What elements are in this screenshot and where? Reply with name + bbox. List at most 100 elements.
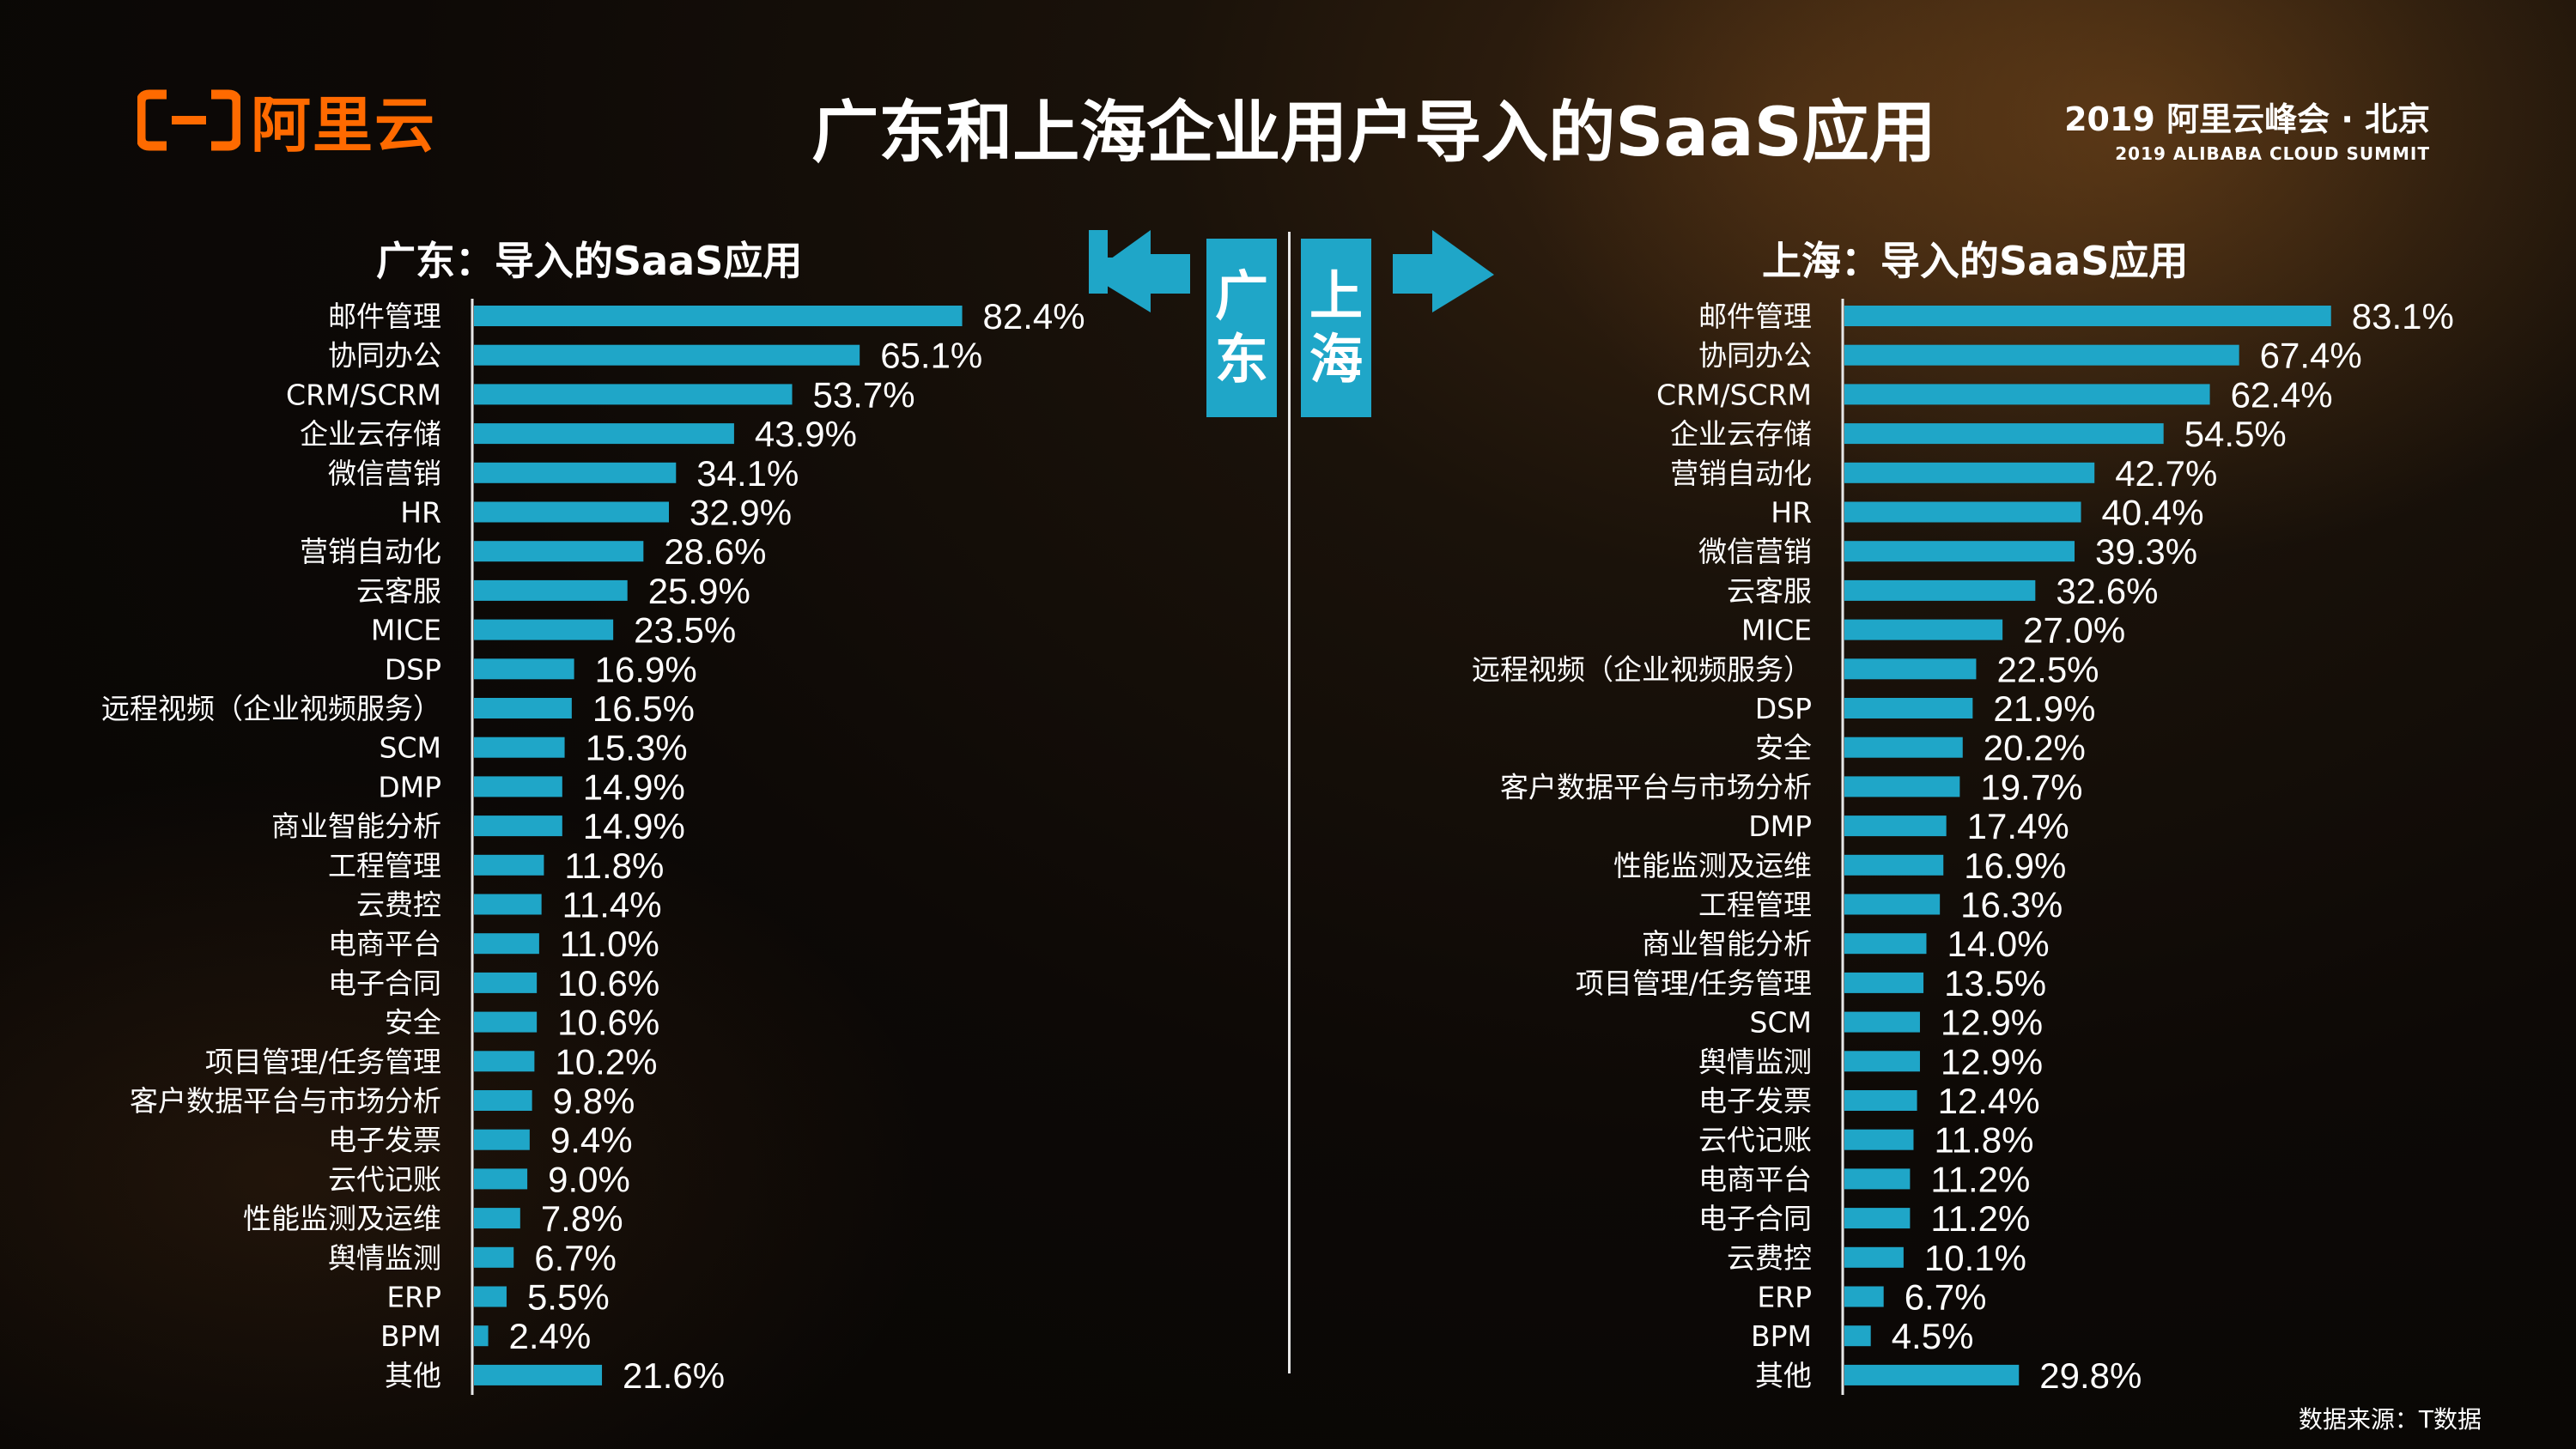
gd-category-label: 云费控 <box>356 888 441 922</box>
gd-value-label: 6.7% <box>534 1238 617 1278</box>
city-box-shanghai: 上 海 <box>1301 239 1371 417</box>
sh-value-label: 83.1% <box>2352 296 2454 336</box>
sh-category-label: 云客服 <box>1727 574 1812 608</box>
gd-value-label: 5.5% <box>527 1277 610 1318</box>
sh-bar <box>1844 306 2331 326</box>
left-chart-title: 广东：导入的SaaS应用 <box>376 238 803 284</box>
sh-category-label: 云费控 <box>1727 1241 1812 1275</box>
sh-category-label: 工程管理 <box>1698 888 1812 922</box>
data-source: 数据来源：T数据 <box>2298 1405 2482 1434</box>
sh-value-label: 39.3% <box>2095 531 2197 572</box>
gd-value-label: 23.5% <box>634 610 736 651</box>
left-arrow-shaft <box>1142 254 1190 294</box>
sh-value-label: 4.5% <box>1892 1316 1974 1356</box>
sh-bar <box>1844 854 1944 876</box>
gd-value-label: 82.4% <box>983 296 1085 336</box>
sh-category-label: 营销自动化 <box>1670 457 1812 490</box>
sh-bar <box>1844 1129 1914 1150</box>
sh-category-label: 项目管理/任务管理 <box>1576 967 1812 1000</box>
gd-category-label: HR <box>400 496 441 530</box>
sh-category-label: 其他 <box>1755 1359 1812 1392</box>
gd-value-label: 16.9% <box>595 649 697 689</box>
gd-bar <box>474 306 963 326</box>
sh-category-label: BPM <box>1751 1319 1812 1353</box>
gd-category-label: DSP <box>385 652 441 686</box>
gd-category-label: 项目管理/任务管理 <box>205 1045 441 1078</box>
sh-category-label: 安全 <box>1755 731 1812 765</box>
gd-value-label: 43.9% <box>755 414 857 454</box>
sh-category-label: 云代记账 <box>1698 1124 1812 1157</box>
sh-bar <box>1844 1090 1917 1111</box>
gd-bar <box>474 1325 489 1347</box>
sh-value-label: 10.1% <box>1924 1238 2026 1278</box>
sh-category-label: 企业云存储 <box>1670 417 1812 451</box>
gd-value-label: 21.6% <box>623 1355 725 1396</box>
gd-bar <box>474 501 670 523</box>
sh-category-label: 微信营销 <box>1698 535 1812 568</box>
sh-bar <box>1844 1364 2020 1385</box>
gd-category-label: MICE <box>371 614 441 647</box>
sh-bar <box>1844 972 1924 993</box>
gd-bar <box>474 1208 520 1229</box>
gd-bar <box>474 1364 603 1385</box>
gd-bar <box>474 972 538 993</box>
gd-value-label: 10.6% <box>557 1003 659 1043</box>
sh-category-label: ERP <box>1757 1281 1812 1314</box>
gd-value-label: 25.9% <box>648 571 750 611</box>
sh-value-label: 11.8% <box>1934 1120 2033 1161</box>
gd-bar <box>474 423 734 445</box>
sh-value-label: 21.9% <box>1993 688 2095 729</box>
gd-value-label: 15.3% <box>586 728 688 768</box>
sh-category-label: 电子发票 <box>1698 1084 1812 1118</box>
gd-value-label: 16.5% <box>592 688 695 729</box>
sh-value-label: 29.8% <box>2039 1355 2142 1396</box>
sh-category-label: 客户数据平台与市场分析 <box>1500 770 1812 803</box>
gd-category-label: 云客服 <box>356 574 441 608</box>
gd-value-label: 28.6% <box>664 531 766 572</box>
gd-bar <box>474 541 644 562</box>
gd-category-label: 其他 <box>385 1359 441 1392</box>
gd-category-label: BPM <box>380 1319 441 1353</box>
right-arrow-shaft <box>1393 254 1441 294</box>
sh-bar <box>1844 462 2095 483</box>
alibaba-cloud-logo: 阿里云 <box>136 86 436 161</box>
right-chart-title: 上海：导入的SaaS应用 <box>1762 238 2189 284</box>
gd-category-label: 电子合同 <box>328 967 441 1000</box>
gd-bar <box>474 815 562 837</box>
gd-value-label: 53.7% <box>813 374 915 415</box>
gd-bar <box>474 1011 538 1033</box>
gd-category-label: ERP <box>386 1281 441 1314</box>
sh-bar <box>1844 384 2210 405</box>
city-char: 海 <box>1309 328 1363 391</box>
gd-value-label: 14.9% <box>583 767 685 807</box>
sh-category-label: HR <box>1771 496 1812 530</box>
sh-bar <box>1844 1286 1884 1307</box>
sh-bar <box>1844 933 1927 955</box>
summit-title-cn: 2019 阿里云峰会 · 北京 <box>2064 100 2430 138</box>
sh-category-label: 电子合同 <box>1698 1202 1812 1235</box>
sh-bar <box>1844 1168 1911 1190</box>
sh-value-label: 14.0% <box>1947 924 2049 964</box>
gd-value-label: 11.0% <box>560 924 659 964</box>
sh-value-label: 12.9% <box>1941 1041 2043 1082</box>
sh-bar <box>1844 579 2036 601</box>
sh-category-label: DSP <box>1755 692 1812 725</box>
gd-bar <box>474 462 677 483</box>
sh-value-label: 16.9% <box>1964 846 2066 886</box>
sh-value-label: 67.4% <box>2260 336 2362 376</box>
sh-category-label: MICE <box>1741 614 1812 647</box>
gd-category-label: 企业云存储 <box>300 417 441 451</box>
sh-value-label: 13.5% <box>1944 963 2046 1003</box>
sh-value-label: 11.2% <box>1930 1159 2030 1199</box>
gd-bar <box>474 1129 530 1150</box>
gd-category-label: 远程视频（企业视频服务） <box>101 692 441 725</box>
gd-value-label: 10.6% <box>557 963 659 1003</box>
gd-value-label: 9.8% <box>553 1081 635 1121</box>
gd-bar <box>474 854 544 876</box>
gd-category-label: 商业智能分析 <box>271 809 441 843</box>
gd-bar <box>474 1051 535 1072</box>
sh-bar <box>1844 658 1977 680</box>
gd-category-label: 营销自动化 <box>300 535 441 568</box>
sh-category-label: 远程视频（企业视频服务） <box>1472 652 1812 686</box>
